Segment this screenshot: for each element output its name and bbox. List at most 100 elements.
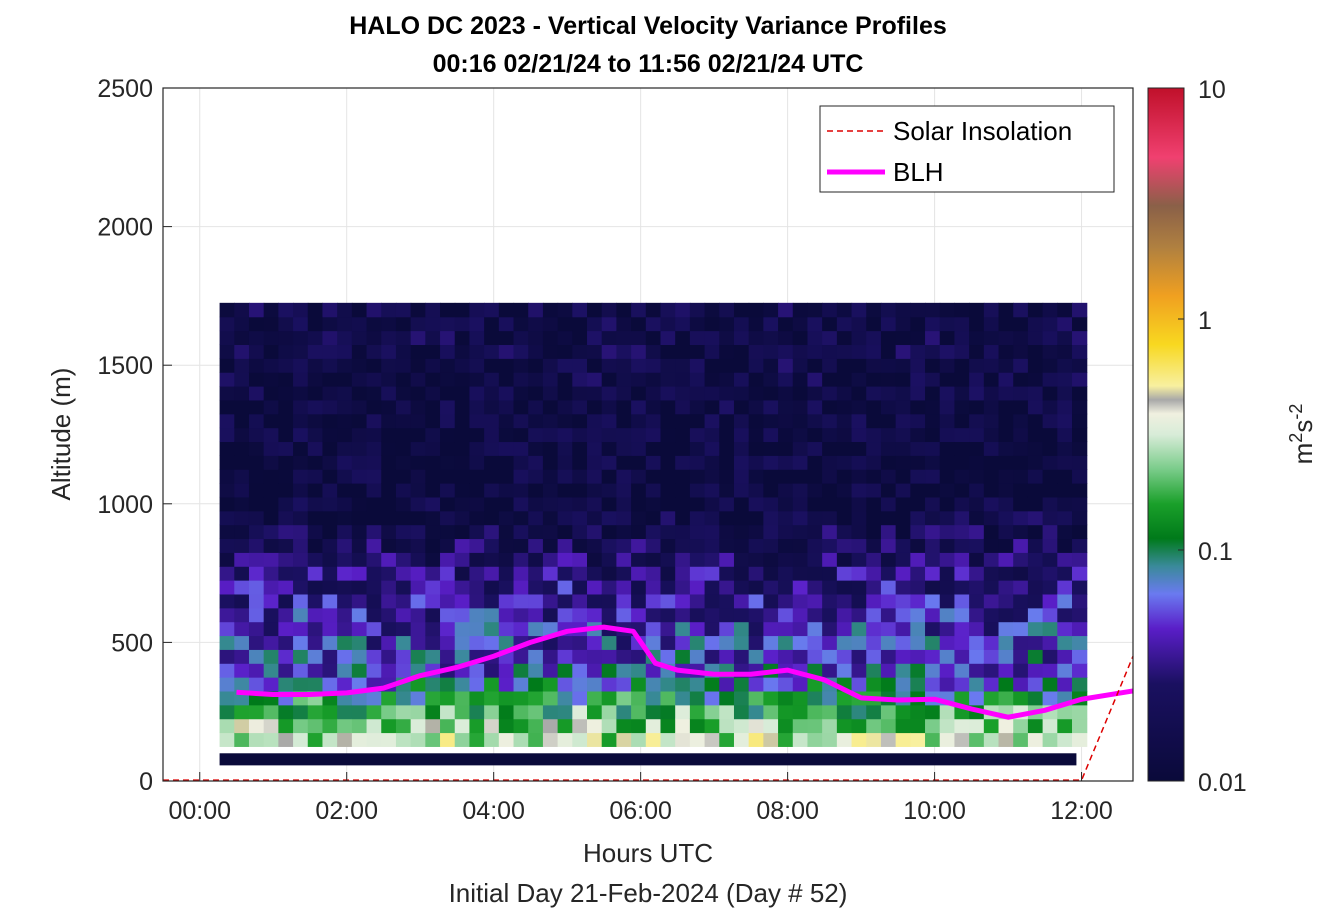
heatmap-cell xyxy=(616,649,632,664)
heatmap-cell xyxy=(939,441,956,456)
heatmap-cell xyxy=(719,580,735,595)
heatmap-cell xyxy=(293,635,309,650)
heatmap-cell xyxy=(469,538,485,553)
heatmap-cell xyxy=(778,427,794,443)
heatmap-cell xyxy=(895,677,911,692)
heatmap-cell xyxy=(587,455,603,470)
heatmap-cell xyxy=(528,580,544,595)
heatmap-cell xyxy=(660,455,676,470)
heatmap-cell xyxy=(293,302,309,318)
heatmap-cell xyxy=(513,455,529,470)
heatmap-cell xyxy=(983,358,1000,373)
heatmap-cell xyxy=(337,399,353,415)
heatmap-cell xyxy=(395,427,412,443)
heatmap-cell xyxy=(278,330,294,346)
heatmap-cell xyxy=(278,302,294,318)
heatmap-cell xyxy=(1013,385,1029,401)
heatmap-cell xyxy=(601,358,618,373)
heatmap-cell xyxy=(219,316,235,332)
heatmap-cell xyxy=(1042,580,1058,595)
heatmap-cell xyxy=(498,552,515,567)
heatmap-cell xyxy=(513,496,529,512)
heatmap-cell xyxy=(822,552,838,567)
heatmap-cell xyxy=(792,372,809,387)
heatmap-cell xyxy=(851,538,867,553)
heatmap-cell xyxy=(778,358,794,373)
heatmap-cell xyxy=(322,427,338,443)
heatmap-cell xyxy=(395,690,412,706)
heatmap-cell xyxy=(807,427,823,443)
heatmap-cell xyxy=(954,732,970,747)
heatmap-cell xyxy=(395,510,412,526)
heatmap-cell xyxy=(866,718,882,734)
heatmap-cell xyxy=(1013,483,1029,498)
heatmap-cell xyxy=(542,372,559,387)
heatmap-cell xyxy=(587,690,603,706)
heatmap-cell xyxy=(778,704,794,720)
heatmap-cell xyxy=(425,649,441,664)
heatmap-cell xyxy=(616,441,632,456)
heatmap-cell xyxy=(366,732,382,747)
heatmap-cell xyxy=(895,483,911,498)
heatmap-cell xyxy=(528,344,544,359)
heatmap-cell xyxy=(1057,649,1073,664)
heatmap-cell xyxy=(234,552,250,567)
heatmap-cell xyxy=(733,677,750,692)
heatmap-cell xyxy=(836,441,853,456)
heatmap-cell xyxy=(601,469,618,484)
heatmap-cell xyxy=(425,413,441,429)
heatmap-cell xyxy=(748,566,764,581)
heatmap-cell xyxy=(983,607,1000,623)
heatmap-cell xyxy=(1072,344,1088,359)
heatmap-cell xyxy=(645,690,662,706)
heatmap-cell xyxy=(895,732,911,747)
heatmap-cell xyxy=(1027,399,1044,415)
heatmap-cell xyxy=(307,524,324,540)
heatmap-cell xyxy=(395,524,412,540)
heatmap-cell xyxy=(1027,690,1044,706)
heatmap-cell xyxy=(689,593,706,609)
heatmap-cell xyxy=(1042,372,1058,387)
heatmap-cell xyxy=(542,607,559,623)
heatmap-cell xyxy=(601,455,618,470)
heatmap-cell xyxy=(689,552,706,567)
heatmap-cell xyxy=(969,732,985,747)
heatmap-cell xyxy=(587,399,603,415)
heatmap-cell xyxy=(719,704,735,720)
heatmap-cell xyxy=(1027,566,1044,581)
heatmap-cell xyxy=(910,330,926,346)
heatmap-cell xyxy=(792,524,809,540)
heatmap-cell xyxy=(484,635,500,650)
heatmap-cell xyxy=(440,358,456,373)
heatmap-cell xyxy=(351,510,368,526)
heatmap-cell xyxy=(322,483,338,498)
heatmap-cell xyxy=(528,552,544,567)
heatmap-cell xyxy=(719,718,735,734)
heatmap-cell xyxy=(778,413,794,429)
heatmap-cell xyxy=(263,677,279,692)
heatmap-cell xyxy=(1027,302,1044,318)
heatmap-cell xyxy=(792,649,809,664)
heatmap-cell xyxy=(748,316,764,332)
heatmap-cell xyxy=(807,538,823,553)
heatmap-cell xyxy=(322,302,338,318)
heatmap-cell xyxy=(513,732,529,747)
heatmap-cell xyxy=(469,510,485,526)
heatmap-cell xyxy=(440,510,456,526)
heatmap-cell xyxy=(587,372,603,387)
heatmap-cell xyxy=(1057,385,1073,401)
heatmap-cell xyxy=(263,469,279,484)
heatmap-cell xyxy=(851,510,867,526)
heatmap-cell xyxy=(880,677,897,692)
heatmap-cell xyxy=(910,358,926,373)
heatmap-cell xyxy=(866,358,882,373)
heatmap-cell xyxy=(219,663,235,678)
x-tick-label: 06:00 xyxy=(609,797,672,825)
heatmap-cell xyxy=(763,580,779,595)
day-subtitle: Initial Day 21-Feb-2024 (Day # 52) xyxy=(449,878,848,908)
heatmap-cell xyxy=(557,496,573,512)
heatmap-cell xyxy=(601,524,618,540)
heatmap-cell xyxy=(895,358,911,373)
heatmap-cell xyxy=(322,358,338,373)
heatmap-cell xyxy=(925,704,941,720)
